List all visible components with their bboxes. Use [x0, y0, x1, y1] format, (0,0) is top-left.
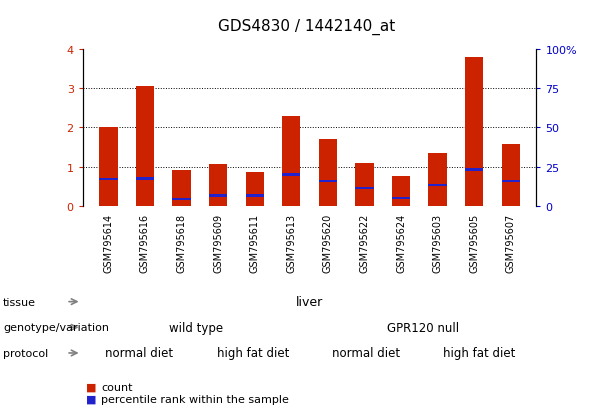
- Text: genotype/variation: genotype/variation: [3, 323, 109, 332]
- Bar: [356, 164, 373, 206]
- Bar: [465, 58, 483, 206]
- Text: GSM795611: GSM795611: [249, 213, 260, 272]
- Bar: [428, 154, 447, 206]
- Text: ■: ■: [86, 382, 96, 392]
- Text: GPR120 null: GPR120 null: [387, 321, 459, 334]
- Bar: [392, 176, 410, 206]
- Text: GSM795603: GSM795603: [433, 213, 443, 272]
- Bar: [172, 198, 191, 201]
- Bar: [392, 197, 410, 200]
- Text: GSM795614: GSM795614: [104, 213, 113, 272]
- Text: GSM795613: GSM795613: [286, 213, 296, 272]
- Bar: [209, 195, 227, 197]
- Text: GSM795622: GSM795622: [359, 213, 370, 272]
- Text: GSM795616: GSM795616: [140, 213, 150, 272]
- Bar: [209, 165, 227, 206]
- Bar: [319, 140, 337, 206]
- Bar: [501, 180, 520, 183]
- Text: count: count: [101, 382, 132, 392]
- Text: GSM795620: GSM795620: [323, 213, 333, 272]
- Bar: [246, 195, 264, 197]
- Text: wild type: wild type: [169, 321, 223, 334]
- Text: ■: ■: [86, 394, 96, 404]
- Bar: [465, 169, 483, 171]
- Bar: [246, 172, 264, 206]
- Text: high fat diet: high fat diet: [443, 347, 516, 360]
- Text: normal diet: normal diet: [105, 347, 173, 360]
- Bar: [99, 128, 118, 206]
- Text: GSM795624: GSM795624: [396, 213, 406, 272]
- Text: tissue: tissue: [3, 297, 36, 307]
- Bar: [136, 87, 154, 206]
- Text: GDS4830 / 1442140_at: GDS4830 / 1442140_at: [218, 19, 395, 35]
- Text: GSM795605: GSM795605: [469, 213, 479, 272]
- Bar: [136, 178, 154, 180]
- Bar: [99, 179, 118, 181]
- Bar: [172, 171, 191, 206]
- Bar: [356, 188, 373, 190]
- Bar: [282, 117, 300, 206]
- Text: GSM795607: GSM795607: [506, 213, 516, 272]
- Text: percentile rank within the sample: percentile rank within the sample: [101, 394, 289, 404]
- Text: normal diet: normal diet: [332, 347, 400, 360]
- Text: GSM795618: GSM795618: [177, 213, 186, 272]
- Text: GSM795609: GSM795609: [213, 213, 223, 272]
- Bar: [319, 180, 337, 183]
- Text: liver: liver: [296, 295, 323, 309]
- Bar: [282, 174, 300, 176]
- Text: high fat diet: high fat diet: [216, 347, 289, 360]
- Bar: [501, 145, 520, 206]
- Text: protocol: protocol: [3, 348, 48, 358]
- Bar: [428, 185, 447, 187]
